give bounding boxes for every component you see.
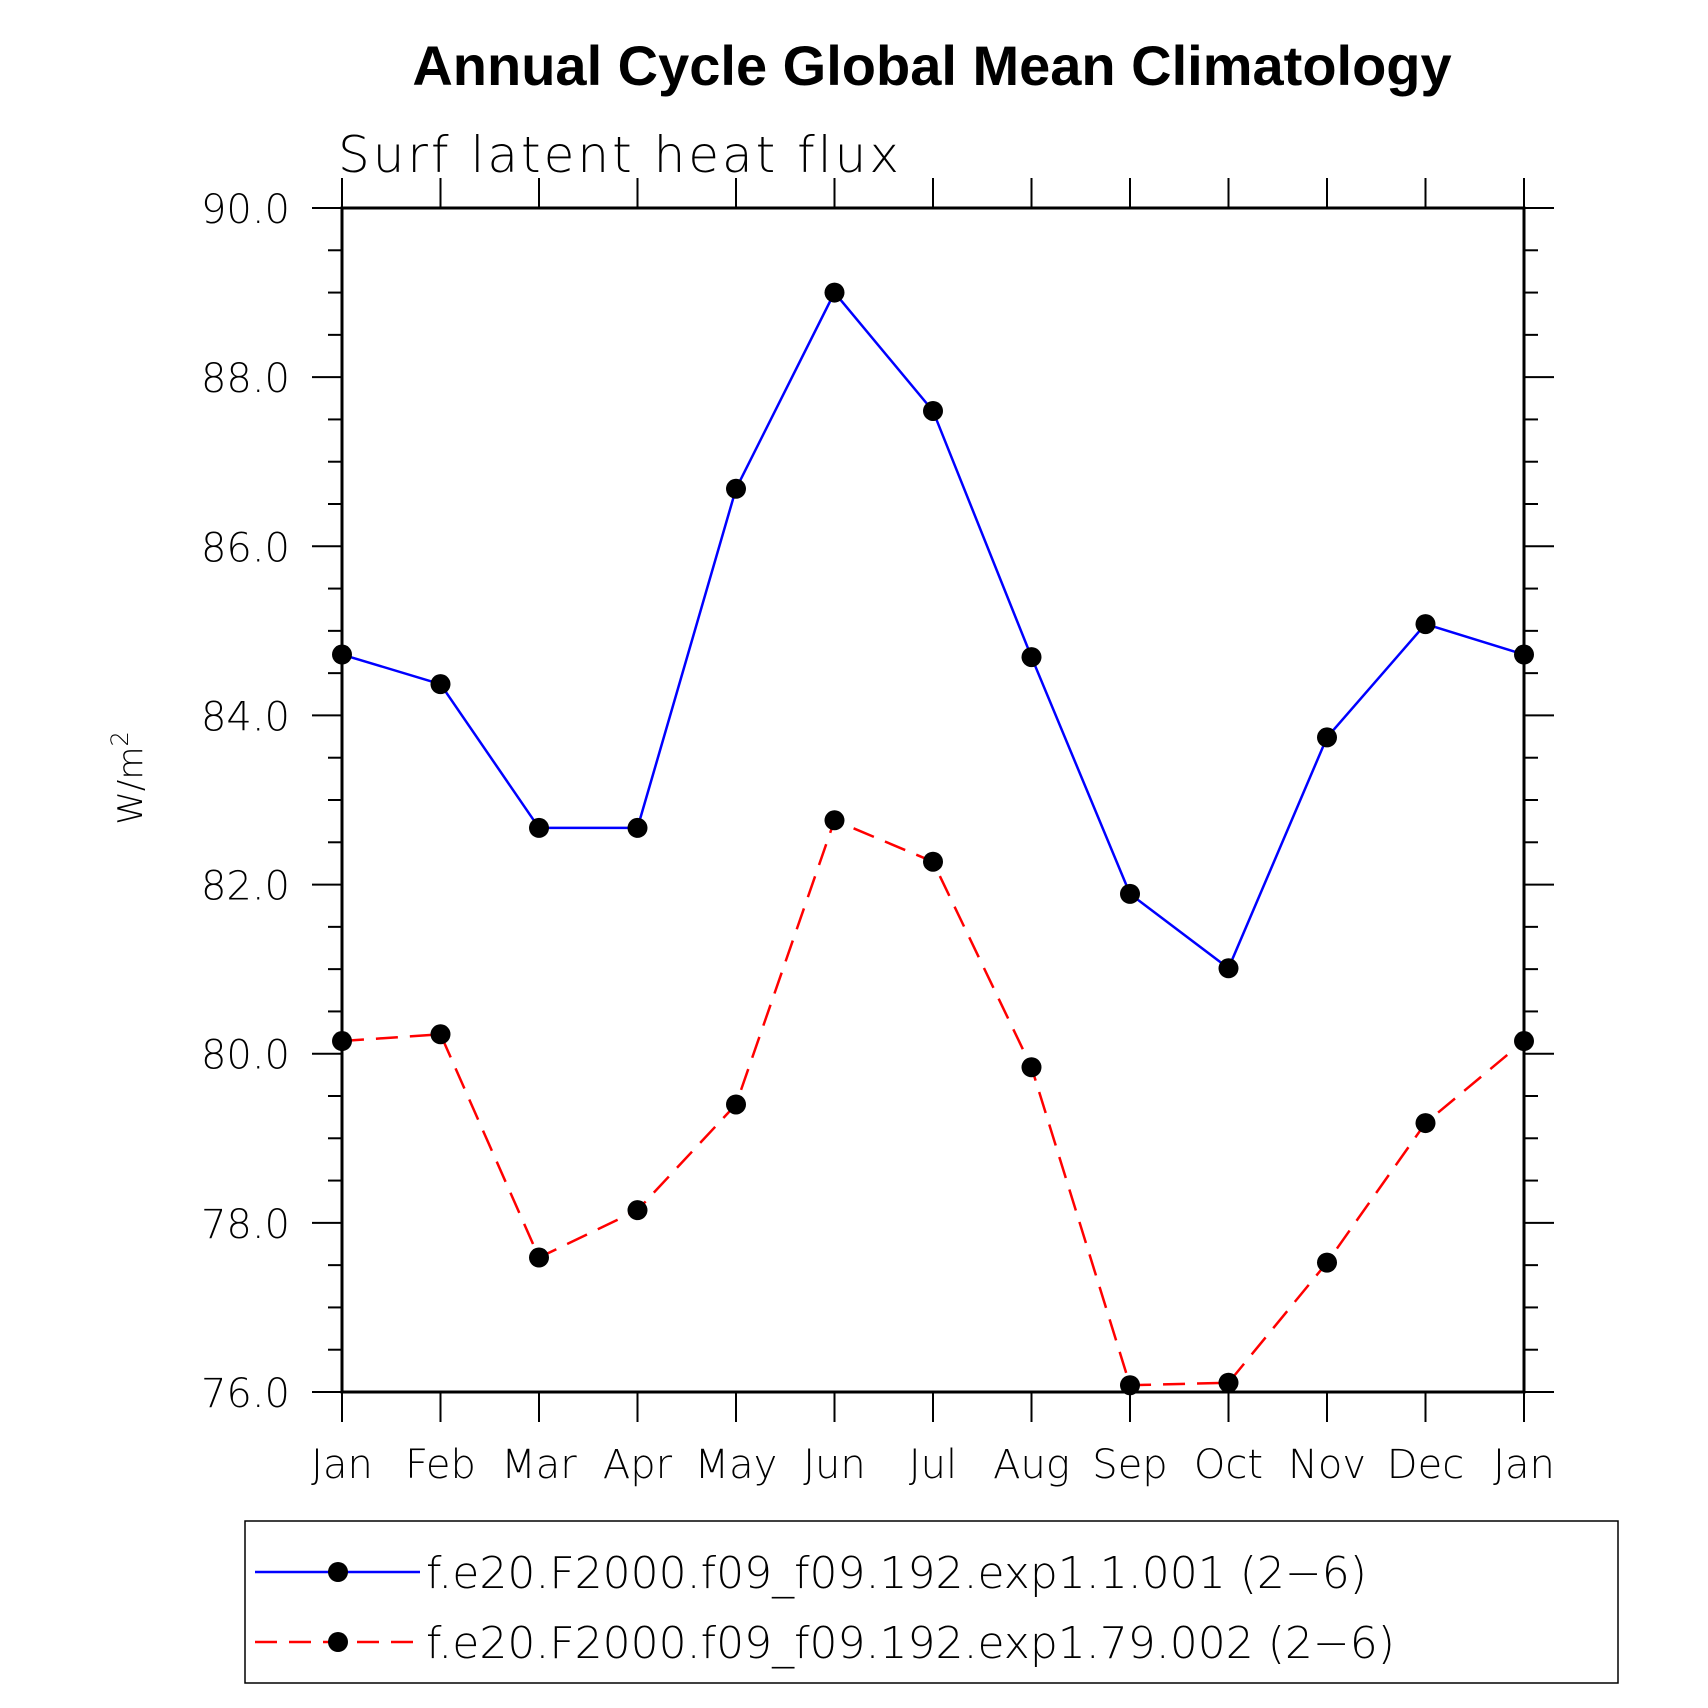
data-point [1218, 958, 1239, 979]
x-tick-label: Feb [405, 1442, 476, 1488]
y-axis-label: W/m2 [106, 731, 151, 824]
series-2 [332, 810, 1534, 1396]
data-point [1415, 614, 1436, 635]
data-point [923, 851, 943, 872]
y-tick-label: 86.0 [201, 525, 290, 571]
data-point [726, 478, 746, 499]
x-tick-label: Jun [803, 1442, 866, 1488]
x-tick-label: Jul [909, 1442, 957, 1488]
legend-marker [328, 1632, 348, 1652]
data-point [430, 674, 451, 695]
data-point [1021, 647, 1042, 668]
y-tick-label: 82.0 [201, 864, 290, 910]
data-point [332, 1031, 352, 1052]
x-tick-label: Nov [1288, 1442, 1366, 1488]
legend-label: f.e20.F2000.f09_f09.192.exp1.79.002 (2−6… [426, 1618, 1395, 1669]
data-point [1514, 644, 1534, 665]
y-tick-label: 84.0 [201, 694, 290, 740]
y-tick-label: 90.0 [201, 187, 290, 233]
data-point [627, 1200, 648, 1221]
x-tick-label: Oct [1194, 1442, 1263, 1488]
data-point [923, 400, 943, 421]
x-tick-label: Aug [993, 1442, 1070, 1488]
series-1 [332, 282, 1534, 979]
y-tick-label: 80.0 [201, 1033, 290, 1079]
data-point [529, 1247, 549, 1268]
data-point [824, 282, 845, 303]
data-point [1021, 1057, 1042, 1078]
data-point [529, 817, 549, 838]
data-point [1514, 1031, 1534, 1052]
data-point [726, 1094, 746, 1115]
data-point [824, 810, 845, 831]
y-tick-label: 78.0 [201, 1202, 290, 1248]
x-tick-label: Sep [1092, 1442, 1167, 1488]
data-point [1218, 1372, 1239, 1393]
x-tick-label: Mar [501, 1442, 577, 1488]
series-line [341, 818, 1525, 1387]
legend: f.e20.F2000.f09_f09.192.exp1.1.001 (2−6)… [244, 1520, 1619, 1684]
x-tick-label: Jan [311, 1442, 373, 1488]
plot-axes: 76.0 78.0 80.0 82.0 84.0 86.0 88.0 90.0 Jan Feb Ma… [201, 178, 1555, 1488]
data-point [1317, 1252, 1337, 1273]
legend-marker [328, 1562, 348, 1582]
series-layer [332, 282, 1534, 1396]
data-point [332, 644, 352, 665]
data-point [430, 1024, 451, 1045]
x-tick-label: May [695, 1442, 778, 1488]
chart-subtitle: Surf latent heat flux [338, 126, 902, 184]
y-tick-label: 88.0 [201, 356, 290, 402]
data-point [627, 817, 648, 838]
data-point [1415, 1113, 1436, 1134]
x-tick-label: Jan [1493, 1442, 1555, 1488]
data-point [1120, 1375, 1140, 1396]
legend-label: f.e20.F2000.f09_f09.192.exp1.1.001 (2−6) [426, 1548, 1367, 1599]
x-tick-label: Apr [603, 1442, 673, 1488]
data-point [1120, 883, 1140, 904]
x-tick-label: Dec [1387, 1442, 1464, 1488]
y-tick-label: 76.0 [201, 1371, 290, 1417]
legend-box [244, 1520, 1619, 1684]
data-point [1317, 727, 1337, 748]
chart-title: Annual Cycle Global Mean Climatology [412, 34, 1451, 97]
